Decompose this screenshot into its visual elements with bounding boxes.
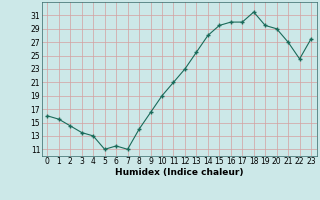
X-axis label: Humidex (Indice chaleur): Humidex (Indice chaleur): [115, 168, 244, 177]
